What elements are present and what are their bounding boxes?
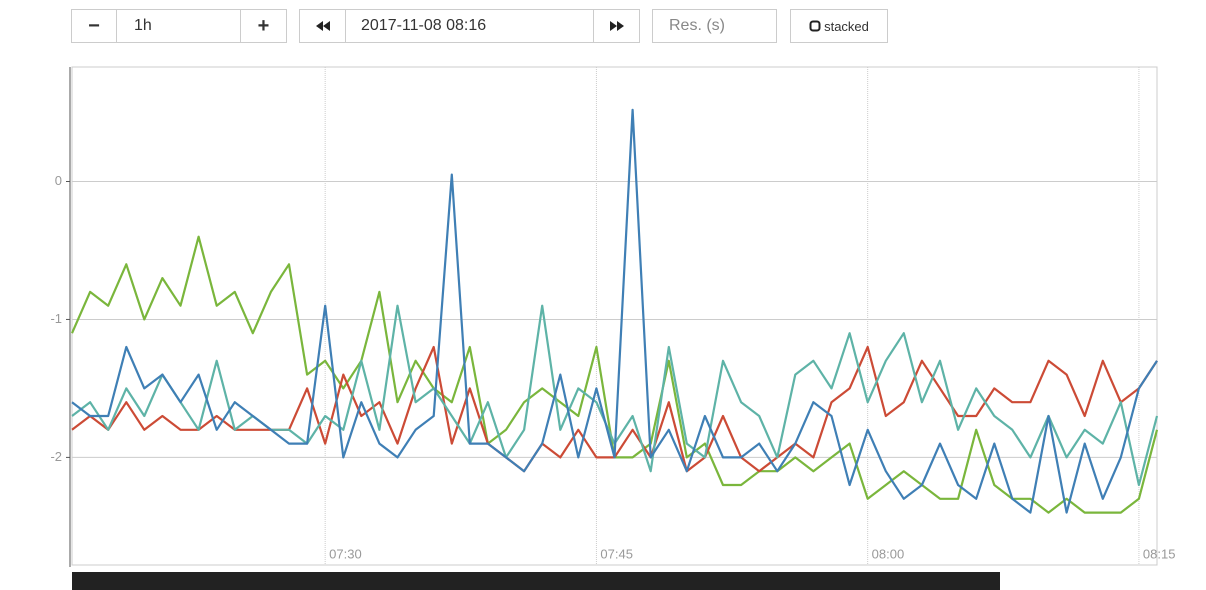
stacked-icon (809, 20, 821, 32)
end-time-input[interactable]: 2017-11-08 08:16 (345, 9, 594, 43)
range-input[interactable]: 1h (116, 9, 241, 43)
x-tick-label: 08:00 (872, 546, 905, 561)
series-line (70, 235, 1159, 514)
stacked-button[interactable]: stacked (790, 9, 888, 43)
resolution-input[interactable]: Res. (s) (652, 9, 777, 43)
legend-bar (72, 572, 1000, 590)
range-plus-button[interactable]: + (240, 9, 287, 43)
stacked-label: stacked (824, 18, 869, 34)
forward-button[interactable] (593, 9, 640, 43)
x-tick-label: 07:45 (600, 546, 633, 561)
range-minus-button[interactable]: − (71, 9, 117, 43)
series-line (71, 304, 1159, 487)
plot-frame (71, 66, 1158, 566)
series-line (71, 345, 1158, 473)
back-button[interactable] (299, 9, 346, 43)
x-tick-label: 07:30 (329, 546, 362, 561)
y-tick-label: -2 (50, 449, 62, 464)
x-tick-label: 08:15 (1143, 546, 1176, 561)
y-tick-label: -1 (50, 311, 62, 326)
forward-icon (609, 21, 624, 31)
back-icon (315, 21, 330, 31)
series-line (71, 108, 1158, 514)
y-tick-label: 0 (55, 173, 62, 188)
